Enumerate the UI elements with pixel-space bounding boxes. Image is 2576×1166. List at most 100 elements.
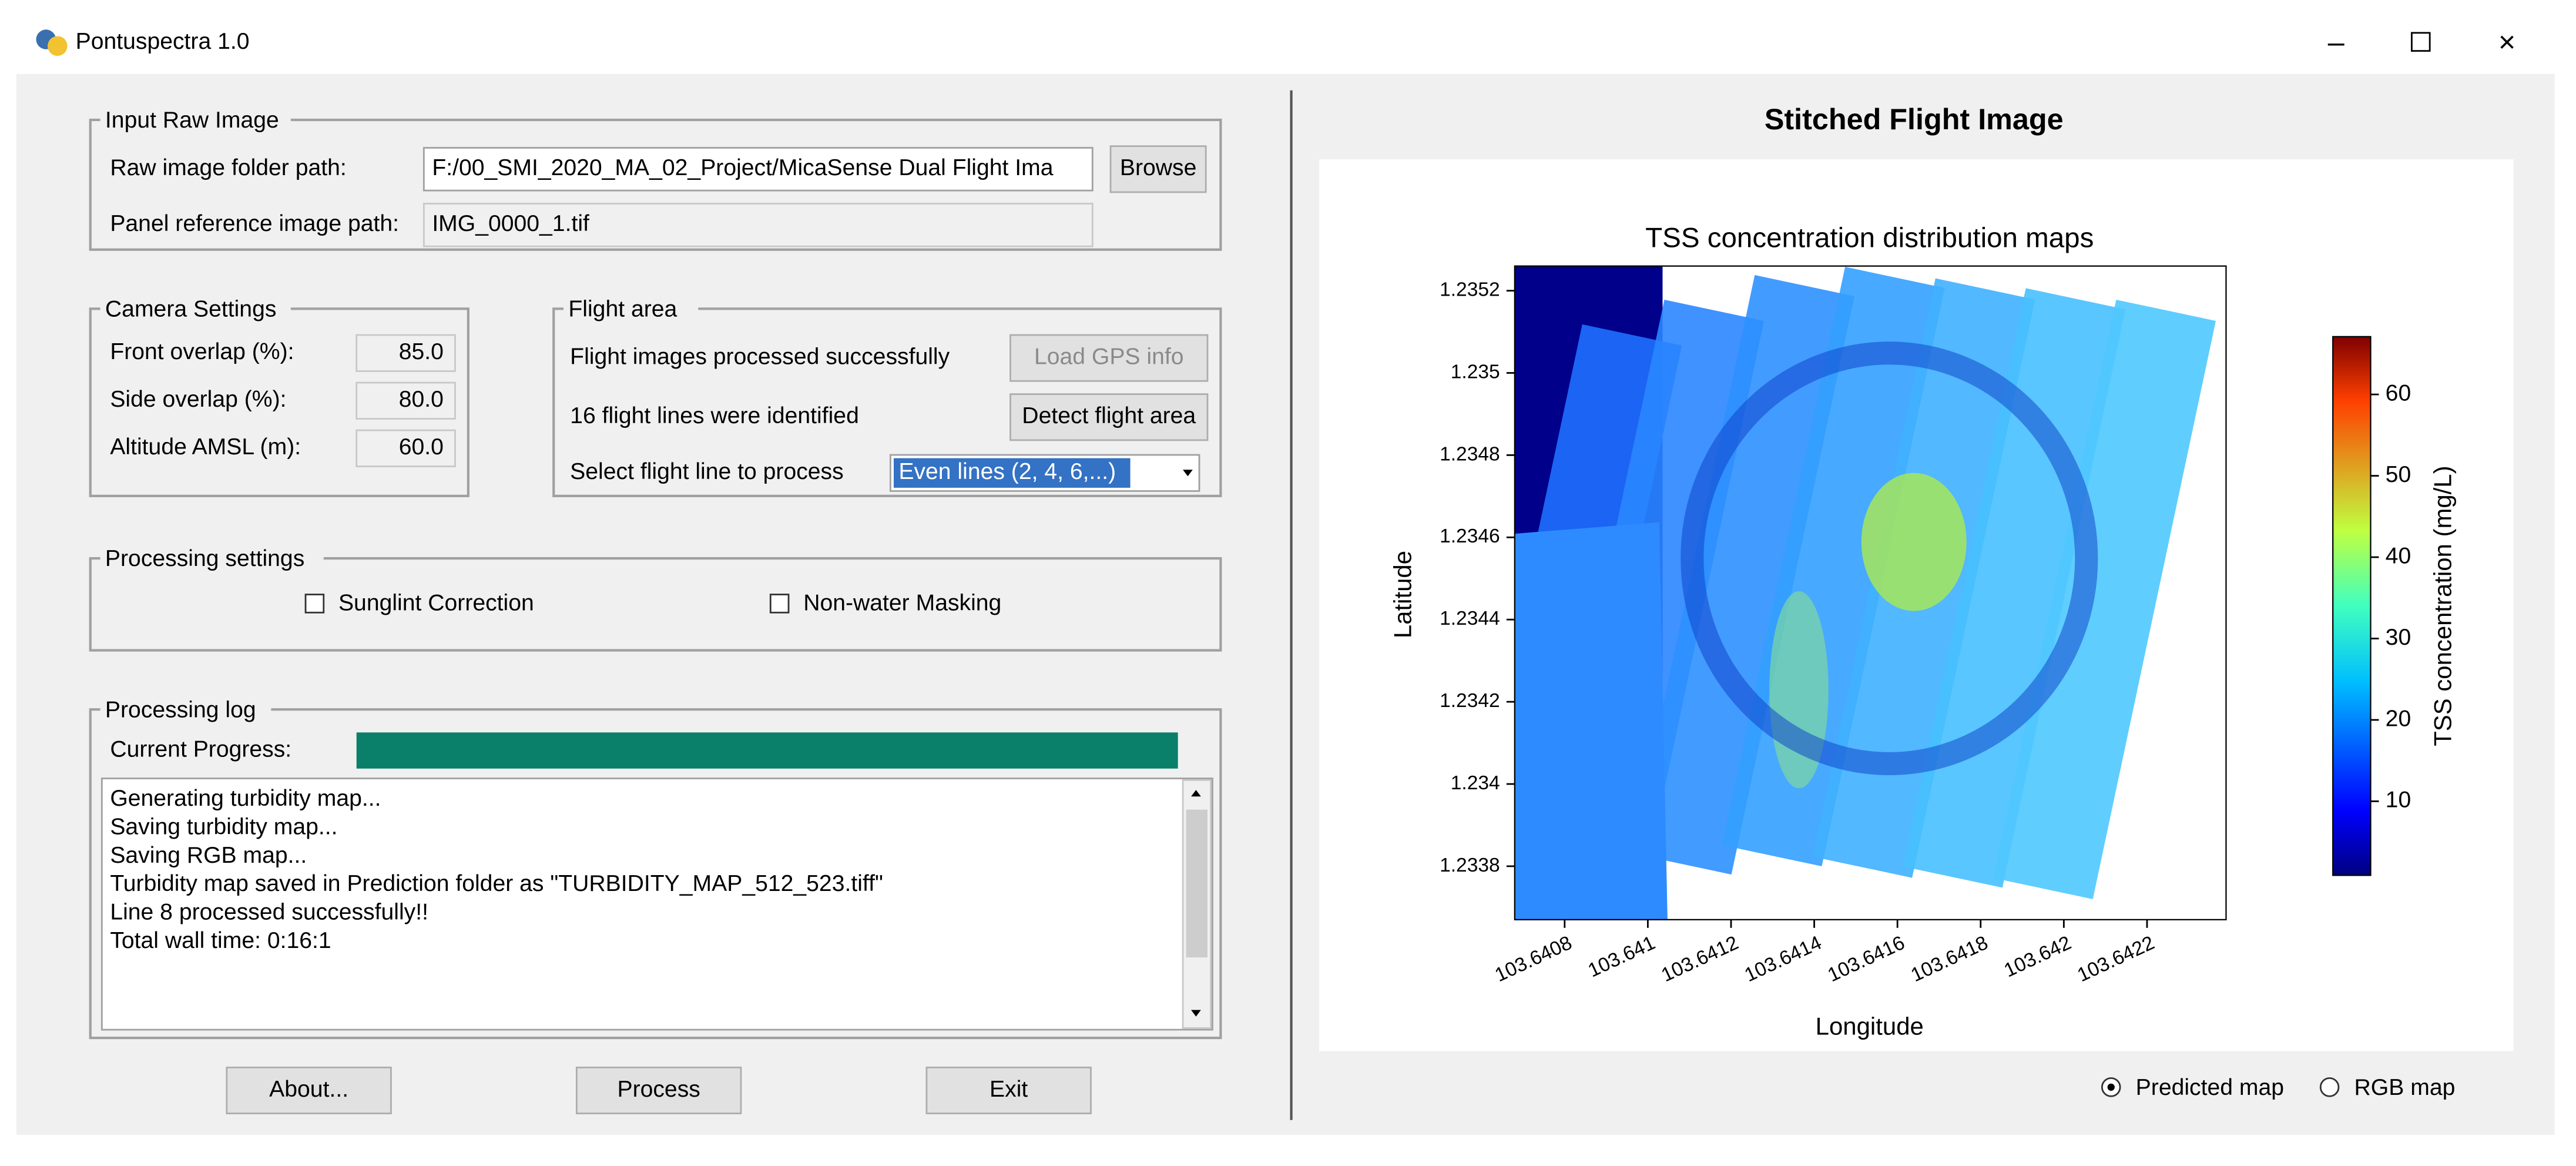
log-group: [89, 708, 1222, 1040]
radio-label: Predicted map: [2136, 1075, 2284, 1100]
log-line: Total wall time: 0:16:1: [110, 928, 331, 953]
action-buttons: About... Process Exit: [226, 1066, 1092, 1114]
group-legend: Input Raw Image: [105, 108, 279, 133]
x-axis-label: Longitude: [1816, 1012, 1924, 1040]
dropdown-value: Even lines (2, 4, 6,...): [898, 459, 1116, 484]
window-title: Pontuspectra 1.0: [76, 29, 250, 54]
settings-group: [89, 557, 1222, 652]
y-tick-label: 1.2348: [1440, 443, 1500, 465]
dropdown-arrow[interactable]: [1183, 470, 1193, 477]
y-axis-label: Latitude: [1389, 551, 1417, 638]
y-tick-label: 1.2342: [1440, 690, 1500, 712]
log-line: Saving RGB map...: [110, 843, 307, 868]
scroll-thumb[interactable]: [1186, 809, 1208, 958]
button-label: Browse: [1120, 155, 1197, 180]
panel-title: Stitched Flight Image: [1765, 102, 2064, 136]
action-button[interactable]: [575, 1066, 742, 1114]
log-line: Generating turbidity map...: [110, 786, 381, 811]
checkbox-label: Sunglint Correction: [338, 591, 534, 616]
title-bar: [0, 0, 2576, 74]
y-tick-label: 1.234: [1451, 772, 1500, 794]
detect-button[interactable]: [1009, 393, 1209, 441]
y-tick-label: 1.235: [1451, 361, 1500, 383]
text-entry[interactable]: [422, 203, 1094, 247]
checkbox[interactable]: [769, 594, 790, 614]
entry-value: 80.0: [399, 387, 444, 412]
action-button[interactable]: [226, 1066, 392, 1114]
field-label: Altitude AMSL (m):: [110, 434, 301, 460]
checkbox[interactable]: [304, 594, 325, 614]
status-text: 16 flight lines were identified: [570, 403, 859, 428]
flight-group: [552, 307, 1222, 497]
text-entry[interactable]: [422, 147, 1094, 192]
load-gps-button[interactable]: [1009, 334, 1209, 382]
colorbar-tick-label: 20: [2386, 706, 2411, 731]
maximize-button[interactable]: [2411, 32, 2431, 52]
entry-value: IMG_0000_1.tif: [432, 211, 589, 236]
group-legend: Processing settings: [105, 546, 304, 571]
field-label: Current Progress:: [110, 736, 291, 762]
map-strip: [1632, 275, 1854, 875]
camera-fields: Front overlap (%): 85.0 Side overlap (%): 8…: [110, 334, 456, 467]
log-line: Line 8 processed successfully!!: [110, 900, 428, 925]
entry-value: 85.0: [399, 339, 444, 364]
dropdown-selection: [893, 458, 1131, 488]
map-strip: [1514, 522, 1668, 920]
group-legend: Flight area: [568, 296, 677, 321]
number-entry[interactable]: [355, 381, 456, 420]
y-tick-label: 1.2346: [1440, 525, 1500, 547]
number-entry[interactable]: [355, 429, 456, 467]
log-text-area: [100, 778, 1213, 1031]
map-strip: [1903, 288, 2126, 888]
y-tick-label: 1.2344: [1440, 608, 1500, 629]
log-line: Saving turbidity map...: [110, 815, 337, 840]
radio-label: RGB map: [2354, 1075, 2456, 1100]
colorbar-tick-label: 40: [2386, 543, 2411, 568]
legend-bg: [100, 297, 291, 320]
button-label: Load GPS info: [1034, 344, 1184, 370]
legend-bg: [100, 547, 324, 570]
checkbox-label: Non-water Masking: [803, 591, 1001, 616]
radio-button[interactable]: [2319, 1077, 2340, 1097]
legend-bg: [100, 698, 271, 721]
colorbar-tick-label: 60: [2386, 380, 2411, 406]
colorbar-tick-label: 30: [2386, 625, 2411, 650]
plot-frame: [1514, 265, 2227, 920]
plot-area: 1.2338 1.234 1.2342 1.2344 1.2346 1.2348 1.235…: [1440, 265, 2227, 986]
group-legend: Processing log: [105, 697, 256, 722]
y-tick-label: 1.2352: [1440, 279, 1500, 301]
colorbar: [2332, 336, 2372, 876]
field-label: Side overlap (%):: [110, 387, 286, 412]
entry-value: F:/00_SMI_2020_MA_02_Project/MicaSense D…: [432, 155, 1053, 180]
field-label: Panel reference image path:: [110, 211, 399, 236]
field-label: Front overlap (%):: [110, 339, 294, 364]
number-entry[interactable]: [355, 334, 456, 372]
map-image: [1514, 266, 2216, 920]
map-strip: [1993, 299, 2216, 899]
log-lines: Generating turbidity map... Saving turbid…: [110, 786, 883, 953]
status-text: Flight images processed successfully: [570, 344, 950, 370]
y-tick-label: 1.2338: [1440, 855, 1500, 876]
input-group: [89, 118, 1222, 251]
colorbar-label: TSS concentration (mg/L): [2429, 465, 2456, 746]
legend-bg: [100, 108, 291, 132]
chart-title: TSS concentration distribution maps: [1645, 223, 2094, 254]
entry-value: 60.0: [399, 434, 444, 460]
close-button[interactable]: ×: [2498, 25, 2515, 59]
bay-shade: [1681, 341, 2098, 775]
legend-bg: [564, 297, 699, 320]
progress-bar: [356, 732, 1178, 769]
turbid-zone: [1861, 473, 1967, 611]
field-label: Select flight line to process: [570, 459, 844, 484]
log-line: Turbidity map saved in Prediction folder…: [110, 871, 883, 896]
group-legend: Camera Settings: [105, 296, 276, 321]
colorbar-tick-label: 50: [2386, 462, 2411, 487]
app-icon: [36, 29, 68, 56]
browse-button[interactable]: [1109, 145, 1207, 193]
action-button[interactable]: [925, 1066, 1092, 1114]
radio-dot: [2107, 1083, 2115, 1091]
button-label: Process: [617, 1077, 700, 1102]
button-label: Detect flight area: [1022, 403, 1196, 428]
minimize-button[interactable]: –: [2328, 25, 2344, 59]
